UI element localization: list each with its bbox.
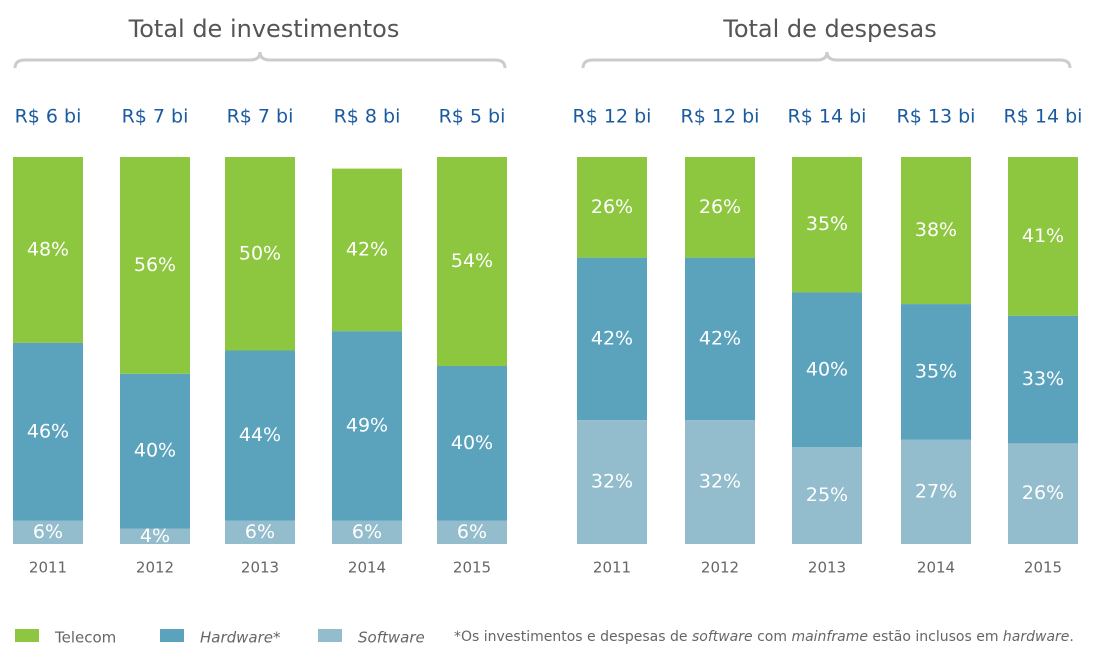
value-label: 6% bbox=[245, 521, 275, 543]
value-label: 44% bbox=[239, 424, 281, 446]
bar-segment bbox=[1008, 315, 1078, 444]
value-label: 27% bbox=[915, 480, 957, 502]
legend-label: Telecom bbox=[54, 629, 116, 647]
legend-swatch bbox=[160, 629, 184, 642]
footnote: *Os investimentos e despesas de software… bbox=[454, 629, 1074, 645]
footnote-part: com bbox=[753, 629, 792, 645]
value-label: 32% bbox=[699, 471, 741, 493]
value-label: 50% bbox=[239, 242, 281, 264]
footnote-part: . bbox=[1069, 629, 1073, 645]
value-label: 6% bbox=[33, 521, 63, 543]
x-tick-label: 2015 bbox=[453, 559, 491, 577]
value-label: 48% bbox=[27, 238, 69, 260]
bar-segment bbox=[577, 257, 647, 421]
footnote-part: hardware bbox=[1003, 629, 1070, 645]
total-label: R$ 12 bi bbox=[573, 106, 652, 128]
chart-title: Total de despesas bbox=[722, 15, 937, 43]
value-label: 26% bbox=[591, 196, 633, 218]
bar-segment bbox=[437, 157, 507, 366]
value-label: 33% bbox=[1022, 368, 1064, 390]
bar-segment bbox=[225, 520, 295, 544]
bar-segment bbox=[901, 157, 971, 305]
value-label: 6% bbox=[352, 521, 382, 543]
x-tick-label: 2012 bbox=[136, 559, 174, 577]
x-tick-label: 2015 bbox=[1024, 559, 1062, 577]
bar-segment bbox=[577, 157, 647, 258]
bar-segment bbox=[437, 520, 507, 544]
chart-title: Total de investimentos bbox=[128, 15, 400, 43]
total-label: R$ 12 bi bbox=[681, 106, 760, 128]
value-label: 40% bbox=[134, 440, 176, 462]
value-label: 40% bbox=[806, 358, 848, 380]
x-tick-label: 2012 bbox=[701, 559, 739, 577]
total-label: R$ 7 bi bbox=[122, 106, 189, 128]
value-label: 4% bbox=[140, 525, 170, 547]
value-label: 42% bbox=[591, 327, 633, 349]
legend-label: Hardware* bbox=[200, 629, 281, 647]
footnote-part: mainframe bbox=[791, 629, 868, 645]
value-label: 6% bbox=[457, 521, 487, 543]
value-label: 25% bbox=[806, 484, 848, 506]
bar-segment bbox=[120, 528, 190, 544]
total-label: R$ 13 bi bbox=[897, 106, 976, 128]
total-label: R$ 7 bi bbox=[227, 106, 294, 128]
value-label: 42% bbox=[346, 238, 388, 260]
legend-label: Software bbox=[358, 629, 425, 647]
total-label: R$ 8 bi bbox=[334, 106, 401, 128]
x-tick-label: 2013 bbox=[241, 559, 279, 577]
footnote-part: estão inclusos em bbox=[868, 629, 1003, 645]
bar-segment bbox=[13, 520, 83, 544]
bar-segment bbox=[225, 350, 295, 521]
value-label: 42% bbox=[699, 327, 741, 349]
bar-segment bbox=[685, 257, 755, 421]
bar-segment bbox=[792, 447, 862, 544]
bar-segment bbox=[1008, 443, 1078, 544]
bar-segment bbox=[901, 439, 971, 544]
bar-segment bbox=[901, 304, 971, 440]
value-label: 32% bbox=[591, 471, 633, 493]
bar-segment bbox=[13, 157, 83, 343]
total-label: R$ 5 bi bbox=[439, 106, 506, 128]
bar-segment bbox=[13, 342, 83, 521]
value-label: 41% bbox=[1022, 225, 1064, 247]
bar-segment bbox=[792, 292, 862, 448]
x-tick-label: 2013 bbox=[808, 559, 846, 577]
value-label: 35% bbox=[915, 360, 957, 382]
footnote-part: *Os investimentos e despesas de bbox=[454, 629, 692, 645]
x-tick-label: 2014 bbox=[348, 559, 386, 577]
value-label: 56% bbox=[134, 254, 176, 276]
total-label: R$ 14 bi bbox=[1004, 106, 1083, 128]
bar-segment bbox=[577, 420, 647, 544]
x-tick-label: 2011 bbox=[29, 559, 67, 577]
legend-swatch bbox=[15, 629, 39, 642]
footnote-part: software bbox=[692, 629, 753, 645]
x-tick-label: 2014 bbox=[917, 559, 955, 577]
bar-segment bbox=[332, 168, 402, 332]
value-label: 40% bbox=[451, 432, 493, 454]
value-label: 54% bbox=[451, 250, 493, 272]
bar-segment bbox=[332, 520, 402, 544]
value-label: 26% bbox=[1022, 482, 1064, 504]
bar-segment bbox=[120, 157, 190, 374]
value-label: 46% bbox=[27, 420, 69, 442]
bar-segment bbox=[1008, 157, 1078, 316]
value-label: 38% bbox=[915, 219, 957, 241]
value-label: 26% bbox=[699, 196, 741, 218]
bar-segment bbox=[437, 365, 507, 521]
bar-segment bbox=[120, 373, 190, 529]
bar-segment bbox=[225, 157, 295, 351]
bar-segment bbox=[685, 157, 755, 258]
bar-segment bbox=[685, 420, 755, 544]
total-label: R$ 14 bi bbox=[788, 106, 867, 128]
brace bbox=[13, 51, 507, 69]
bar-segment bbox=[332, 331, 402, 521]
legend-swatch bbox=[318, 629, 342, 642]
value-label: 35% bbox=[806, 213, 848, 235]
x-tick-label: 2011 bbox=[593, 559, 631, 577]
value-label: 49% bbox=[346, 414, 388, 436]
brace bbox=[581, 51, 1072, 69]
total-label: R$ 6 bi bbox=[15, 106, 82, 128]
bar-segment bbox=[792, 157, 862, 293]
